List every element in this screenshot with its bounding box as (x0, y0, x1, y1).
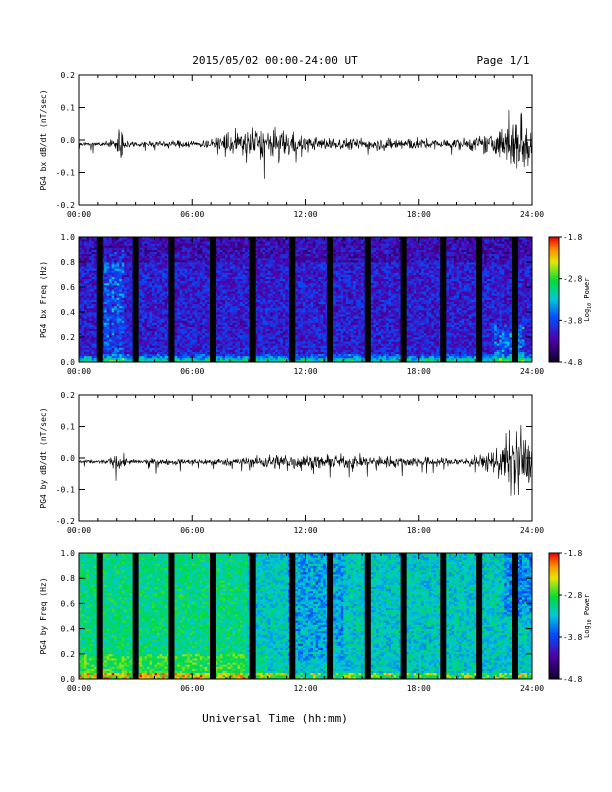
bx-spectrogram-data-gap (249, 237, 256, 362)
by-spectrogram-data-gap (400, 553, 407, 679)
page-indicator: Page 1/1 (477, 54, 530, 67)
bx-spectrogram-data-gap (96, 237, 103, 362)
bx-spectrogram-y-tick-label: 0.0 (61, 358, 76, 367)
by-spectrogram-data-gap (476, 553, 483, 679)
by-dbdt-frame (78, 394, 533, 522)
by-colorbar-tick-label: -2.8 (563, 591, 582, 600)
bx-colorbar-tick-label: -2.8 (563, 275, 582, 284)
by-dbdt-trace-line (78, 424, 533, 496)
bx-dbdt-x-tick-label: 18:00 (407, 210, 431, 219)
by-dbdt-y-axis-label: PG4 by dB/dt (nT/sec) (39, 407, 48, 508)
report-title: 2015/05/02 00:00-24:00 UT (192, 54, 358, 67)
by-dbdt-y-tick-label: 0.1 (61, 423, 76, 432)
by-dbdt-y-tick-label: 0.0 (61, 454, 76, 463)
by-colorbar-tick-label: -1.8 (563, 549, 582, 558)
by-spectrogram-x-tick-label: 00:00 (67, 684, 91, 693)
by-colorbar-frame (548, 552, 560, 680)
bx-dbdt-trace-line (78, 110, 533, 179)
by-dbdt-x-tick-label: 24:00 (520, 526, 544, 535)
by-spectrogram-y-tick-label: 0.8 (61, 574, 76, 583)
by-spectrogram-y-tick-label: 0.6 (61, 599, 76, 608)
bx-spectrogram-data-gap (400, 237, 407, 362)
by-spectrogram-data-gap (440, 553, 447, 679)
bx-spectrogram-x-tick-label: 24:00 (520, 367, 544, 376)
by-spectrogram-data-gap (168, 553, 175, 679)
bx-dbdt-x-tick-label: 00:00 (67, 210, 91, 219)
by-spectrogram-x-tick-label: 24:00 (520, 684, 544, 693)
by-spectrogram-data-gap (96, 553, 103, 679)
by-spectrogram-data-gap (249, 553, 256, 679)
bx-spectrogram-data-gap (440, 237, 447, 362)
by-spectrogram-x-tick-label: 12:00 (293, 684, 317, 693)
bx-dbdt-y-tick-label: -0.2 (56, 201, 75, 210)
bx-dbdt-y-tick-label: 0.1 (61, 104, 76, 113)
by-dbdt-y-tick-label: -0.2 (56, 517, 75, 526)
bx-spectrogram-panel: 00:00 06:00 12:00 18:00 24:00 1.0 0.8 0.6 0.4 0.2… (39, 233, 544, 376)
bx-dbdt-y-axis-label: PG4 bx dB/dt (nT/sec) (39, 89, 48, 190)
bx-colorbar-label: Log10 Power (583, 278, 593, 322)
bx-spectrogram-data-gap (168, 237, 175, 362)
bx-colorbar-tick-label: -4.8 (563, 358, 582, 367)
bx-colorbar-gradient (549, 237, 559, 363)
by-colorbar-label: Log10 Power (583, 594, 593, 638)
bx-spectrogram-y-tick-label: 0.8 (61, 258, 76, 267)
by-spectrogram-x-tick-label: 18:00 (407, 684, 431, 693)
by-dbdt-y-tick-label: -0.1 (56, 486, 75, 495)
bx-spectrogram-y-axis-label: PG4 bx Freq (Hz) (39, 261, 48, 338)
by-spectrogram-y-tick-label: 1.0 (61, 549, 76, 558)
by-colorbar-tick-label: -4.8 (563, 675, 582, 684)
by-dbdt-x-tick-label: 18:00 (407, 526, 431, 535)
x-axis-label: Universal Time (hh:mm) (202, 712, 348, 725)
bx-colorbar-tick-label: -3.8 (563, 316, 582, 325)
by-spectrogram-y-axis-label: PG4 by Freq (Hz) (39, 577, 48, 654)
bx-dbdt-panel: 00:00 06:00 12:00 18:00 24:00 0.2 0.1 0.0 -0.1 -0… (39, 71, 544, 219)
bx-spectrogram-heatmap-cells (79, 237, 533, 363)
bx-colorbar-frame (548, 236, 560, 363)
bx-spectrogram-data-gap (132, 237, 139, 362)
bx-spectrogram-data-gap (327, 237, 334, 362)
bx-spectrogram-x-tick-label: 00:00 (67, 367, 91, 376)
by-spectrogram-y-tick-label: 0.4 (61, 625, 76, 634)
bx-spectrogram-data-gap (476, 237, 483, 362)
bx-spectrogram-y-tick-label: 0.2 (61, 333, 76, 342)
bx-spectrogram-x-tick-label: 06:00 (180, 367, 204, 376)
by-colorbar-gradient (549, 553, 559, 680)
bx-spectrogram-data-gap (364, 237, 371, 362)
by-spectrogram-heatmap-cells (79, 553, 533, 680)
by-spectrogram-x-tick-label: 06:00 (180, 684, 204, 693)
bx-spectrogram-y-tick-label: 0.4 (61, 308, 76, 317)
by-spectrogram-y-tick-label: 0.2 (61, 650, 76, 659)
by-dbdt-x-tick-label: 06:00 (180, 526, 204, 535)
by-colorbar: -1.8 -2.8 -3.8 -4.8 Log10 Power (548, 549, 593, 684)
by-spectrogram-y-tick-label: 0.0 (61, 675, 76, 684)
bx-dbdt-y-tick-label: 0.0 (61, 136, 76, 145)
by-dbdt-y-tick-label: 0.2 (61, 391, 76, 400)
bx-spectrogram-x-tick-label: 12:00 (293, 367, 317, 376)
bx-colorbar: -1.8 -2.8 -3.8 -4.8 Log10 Power (548, 233, 593, 367)
bx-colorbar-tick-label: -1.8 (563, 233, 582, 242)
by-spectrogram-data-gap (512, 553, 519, 679)
bx-dbdt-y-tick-label: 0.2 (61, 71, 76, 80)
bx-spectrogram-data-gap (512, 237, 519, 362)
by-dbdt-panel: 00:00 06:00 12:00 18:00 24:00 0.2 0.1 0.0 -0.1 -0… (39, 391, 544, 535)
by-dbdt-x-tick-label: 12:00 (293, 526, 317, 535)
bx-dbdt-y-tick-label: -0.1 (56, 169, 75, 178)
by-spectrogram-data-gap (289, 553, 296, 679)
bx-spectrogram-x-tick-label: 18:00 (407, 367, 431, 376)
by-spectrogram-panel: 00:00 06:00 12:00 18:00 24:00 1.0 0.8 0.6 0.4 0.2… (39, 549, 544, 693)
bx-dbdt-x-tick-label: 12:00 (293, 210, 317, 219)
by-spectrogram-data-gap (210, 553, 217, 679)
by-dbdt-x-tick-label: 00:00 (67, 526, 91, 535)
bx-spectrogram-y-tick-label: 1.0 (61, 233, 76, 242)
bx-spectrogram-data-gap (210, 237, 217, 362)
by-colorbar-tick-label: -3.8 (563, 633, 582, 642)
bx-dbdt-x-tick-label: 06:00 (180, 210, 204, 219)
by-spectrogram-data-gap (364, 553, 371, 679)
bx-spectrogram-data-gap (289, 237, 296, 362)
by-spectrogram-data-gap (132, 553, 139, 679)
bx-dbdt-x-tick-label: 24:00 (520, 210, 544, 219)
by-spectrogram-data-gap (327, 553, 334, 679)
bx-spectrogram-y-tick-label: 0.6 (61, 283, 76, 292)
